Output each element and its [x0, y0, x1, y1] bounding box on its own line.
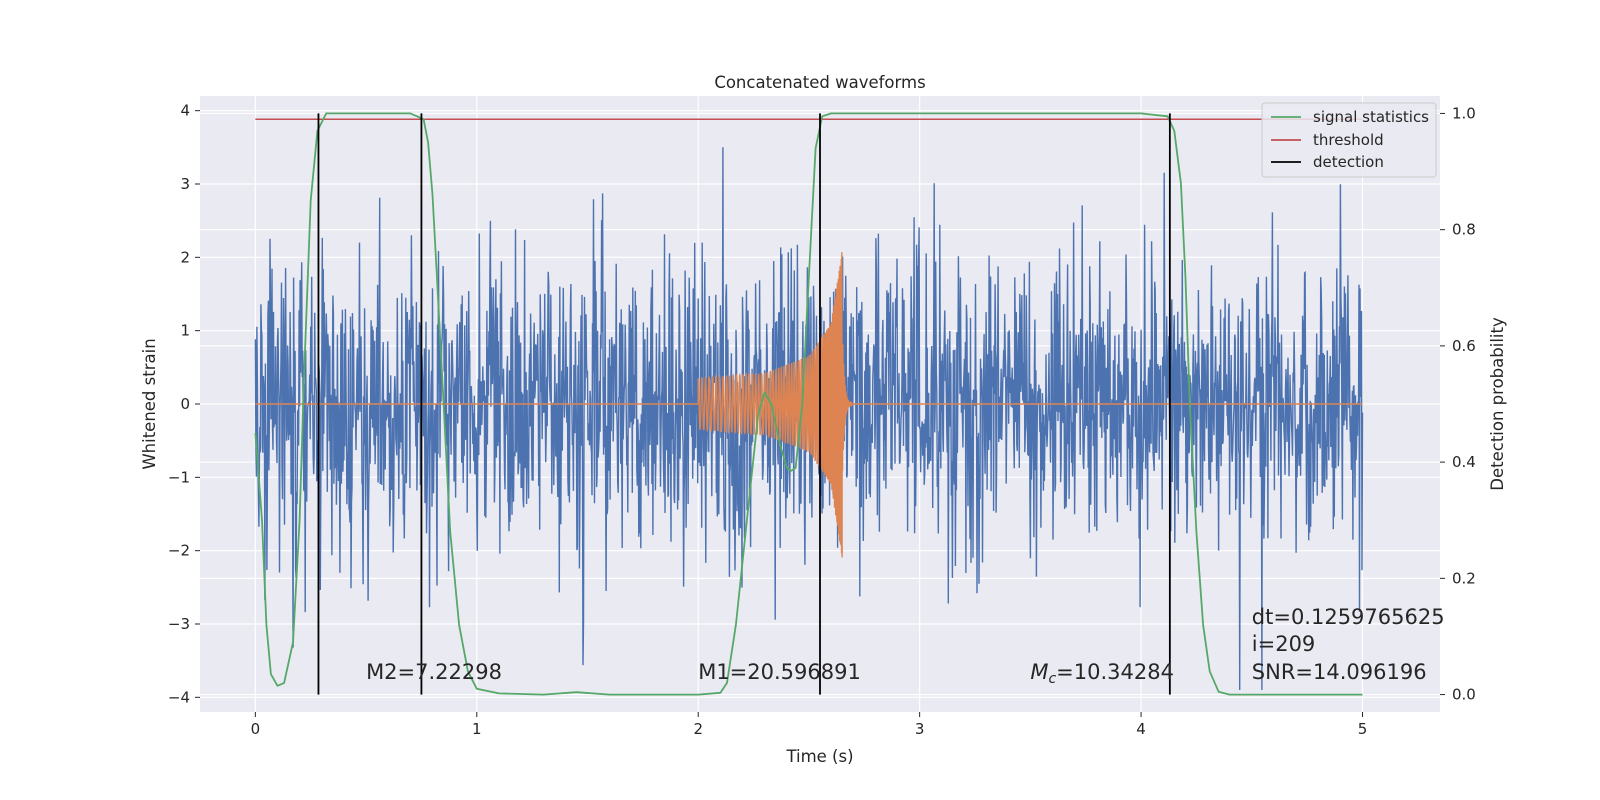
y-axis-label-right: Detection probability — [1488, 317, 1507, 491]
y-left-tick-label: −4 — [168, 688, 190, 706]
y-left-tick-label: 2 — [180, 248, 190, 266]
x-tick-label: 3 — [915, 720, 925, 738]
tick-labels: 0 1 2 3 4 5 4 3 2 1 0 −1 −2 −3 −4 1.0 0.8 0.6 0.4 0.2 0.0 — [168, 102, 1476, 738]
y-right-tick-label: 0.8 — [1452, 221, 1476, 239]
chirp-waveform-line — [255, 252, 1363, 558]
y-left-tick-label: −1 — [168, 468, 190, 486]
y-left-tick-label: 0 — [180, 395, 190, 413]
annotation-index: i=209 — [1252, 632, 1316, 656]
annotation-mc-symbol: M — [1030, 660, 1048, 684]
y-left-tick-label: 3 — [180, 175, 190, 193]
legend-box — [1261, 102, 1437, 178]
x-axis-label: Time (s) — [785, 747, 853, 766]
legend-label-threshold: threshold — [1313, 131, 1384, 149]
strain-noise-line — [254, 147, 1364, 691]
y-right-tick-label: 0.6 — [1452, 337, 1476, 355]
y-right-tick-label: 0.2 — [1452, 569, 1476, 587]
blue-strain-series — [254, 147, 1364, 691]
annotation-m1: M1=20.596891 — [698, 660, 861, 684]
orange-chirp-series — [255, 252, 1363, 558]
x-tick-label: 2 — [693, 720, 703, 738]
detection-lines — [317, 113, 1171, 695]
annotation-m2: M2=7.22298 — [366, 660, 502, 684]
annotation-mc-subscript: c — [1048, 671, 1056, 687]
annotations: M2=7.22298 M1=20.596891 dt=0.1259765625 i=… — [366, 605, 1445, 687]
annotation-dt: dt=0.1259765625 — [1252, 605, 1445, 629]
legend-label-detection: detection — [1313, 153, 1384, 171]
signal-statistics-line — [254, 112, 1363, 696]
y-left-tick-label: −3 — [168, 615, 190, 633]
x-tick-label: 5 — [1358, 720, 1368, 738]
annotation-mc: Mc=10.34284 — [1030, 660, 1174, 687]
annotation-snr: SNR=14.096196 — [1252, 660, 1427, 684]
chart-title: Concatenated waveforms — [714, 73, 925, 92]
y-right-tick-label: 0.0 — [1452, 686, 1476, 704]
x-tick-label: 4 — [1136, 720, 1146, 738]
legend-label-signal-statistics: signal statistics — [1313, 108, 1429, 126]
annotation-mc-value: =10.34284 — [1056, 660, 1174, 684]
y-left-tick-label: −2 — [168, 542, 190, 560]
signal-statistics-series — [254, 112, 1363, 696]
y-right-tick-label: 1.0 — [1452, 104, 1476, 122]
legend: signal statistics threshold detection — [1261, 102, 1437, 178]
x-tick-label: 0 — [251, 720, 261, 738]
y-axis-label-left: Whitened strain — [140, 338, 159, 469]
x-tick-label: 1 — [472, 720, 482, 738]
y-left-tick-label: 1 — [180, 322, 190, 340]
y-right-tick-label: 0.4 — [1452, 453, 1476, 471]
y-left-tick-label: 4 — [180, 102, 190, 120]
